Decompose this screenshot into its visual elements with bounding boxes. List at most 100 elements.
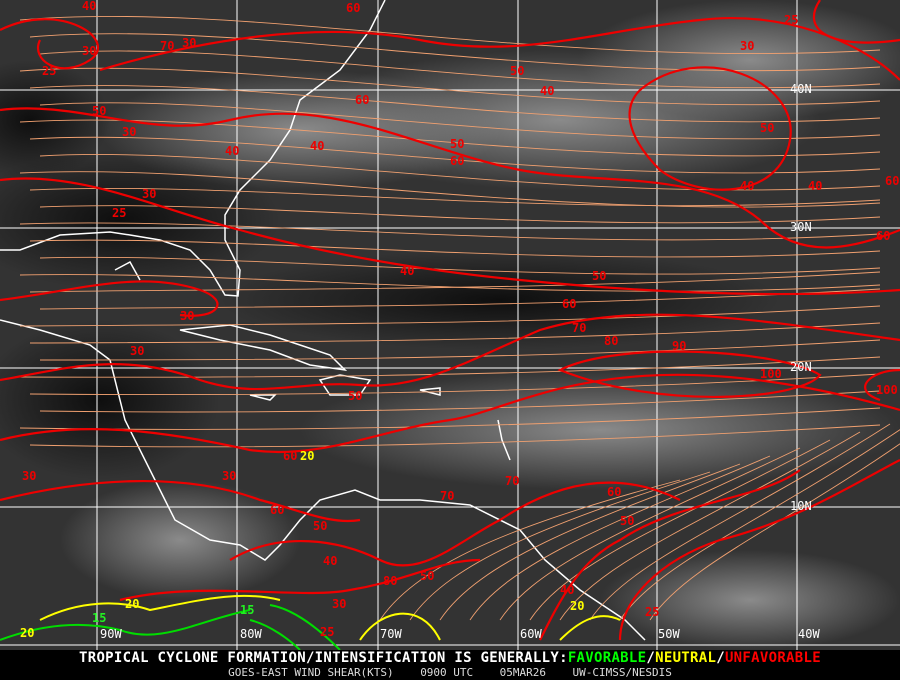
contour-value-label: 90: [672, 339, 686, 353]
contour-value-label: 60: [270, 503, 284, 517]
contour-value-label: 30: [222, 469, 236, 483]
contour-value-label: 40: [560, 583, 574, 597]
longitude-label: 60W: [520, 627, 542, 641]
contour-labels: 40 30 25 60 50 70 30 40 50 60 40 30 50 60 25 30 40 50 60 70…: [20, 0, 899, 640]
streamline: [19, 305, 881, 327]
satellite-imagery: [0, 0, 900, 650]
longitude-label: 90W: [100, 627, 122, 641]
contour-value-label: 40: [808, 179, 822, 193]
contour-value-label: 30: [142, 187, 156, 201]
streamline: [469, 455, 771, 621]
streamline: [29, 136, 881, 174]
contour-value-label: 60: [885, 174, 899, 188]
contour-value-label: 80: [383, 574, 397, 588]
shear-contours-favorable: [0, 604, 341, 650]
streamline: [39, 256, 881, 275]
streamline: [39, 50, 881, 89]
favorable-label: FAVORABLE: [567, 650, 647, 666]
contour-value-label: 30: [82, 44, 96, 58]
contour-value-label: 50: [510, 64, 524, 78]
contour-value-label: 40: [540, 84, 554, 98]
contour-value-label: 30: [332, 597, 346, 611]
streamline: [649, 443, 900, 621]
contour-value-label: 40: [740, 179, 754, 193]
separator: /: [716, 650, 725, 666]
contour-value-label: 20: [300, 449, 314, 463]
streamline: [29, 85, 881, 123]
valid-time: 0900 UTC: [420, 666, 474, 679]
headline-prefix: TROPICAL CYCLONE FORMATION/INTENSIFICATI…: [79, 650, 568, 666]
streamline: [39, 288, 881, 310]
streamline: [29, 239, 881, 258]
streamline: [439, 463, 741, 621]
shear-contours-neutral: [39, 594, 621, 641]
unfavorable-label: UNFAVORABLE: [724, 650, 821, 666]
streamline: [379, 479, 681, 621]
formation-headline: TROPICAL CYCLONE FORMATION/INTENSIFICATI…: [0, 650, 900, 666]
contour-value-label: 60: [346, 1, 360, 15]
longitude-label: 80W: [240, 627, 262, 641]
longitude-label: 50W: [658, 627, 680, 641]
contour-value-label: 40: [400, 264, 414, 278]
longitude-label: 40W: [798, 627, 820, 641]
contour-value-label: 70: [572, 321, 586, 335]
contour-value-label: 50: [420, 569, 434, 583]
streamline: [39, 154, 881, 191]
contour-value-label: 25: [784, 13, 798, 27]
neutral-label: NEUTRAL: [655, 650, 717, 666]
streamline: [29, 322, 881, 344]
contour-value-label: 100: [760, 367, 782, 381]
streamline: [409, 471, 711, 621]
contour-value-label: 50: [592, 269, 606, 283]
contour-value-label: 60: [562, 297, 576, 311]
contour-value-label: 30: [122, 125, 136, 139]
streamline: [29, 424, 881, 448]
streamline: [39, 390, 881, 413]
contour-value-label: 20: [125, 597, 139, 611]
streamline: [19, 67, 881, 106]
contour-value-label: 70: [440, 489, 454, 503]
separator: /: [646, 650, 656, 666]
contour-value-label: 30: [740, 39, 754, 53]
contour-value-label: 40: [225, 144, 239, 158]
streamline: [39, 102, 881, 140]
contour-value-label: 100: [876, 383, 898, 397]
contour-value-label: 50: [313, 519, 327, 533]
latitude-label: 40N: [790, 82, 812, 96]
contour-value-label: 50: [450, 137, 464, 151]
contour-value-label: 50: [760, 121, 774, 135]
contour-value-label: 25: [42, 64, 56, 78]
contour-value-label: 70: [160, 39, 174, 53]
contour-value-label: 20: [570, 599, 584, 613]
contour-value-label: 50: [92, 104, 106, 118]
product-name: GOES-EAST WIND SHEAR(KTS): [228, 666, 394, 679]
data-source: UW-CIMSS/NESDIS: [572, 666, 672, 679]
contour-value-label: 20: [20, 626, 34, 640]
contour-value-label: 30: [182, 36, 196, 50]
contour-value-label: 25: [112, 206, 126, 220]
latitude-label: 30N: [790, 220, 812, 234]
contour-value-label: 60: [283, 449, 297, 463]
streamline: [19, 356, 881, 378]
contour-value-label: 70: [505, 474, 519, 488]
coastlines: [0, 0, 646, 641]
contour-value-label: 50: [620, 514, 634, 528]
legend-footer: TROPICAL CYCLONE FORMATION/INTENSIFICATI…: [0, 650, 900, 680]
contour-value-label: 15: [92, 611, 106, 625]
contour-value-label: 25: [645, 605, 659, 619]
streamline: [19, 15, 881, 55]
contour-value-label: 60: [450, 154, 464, 168]
contour-value-label: 50: [348, 389, 362, 403]
wind-shear-map: 40 30 25 60 50 70 30 40 50 60 40 30 50 60 25 30 40 50 60 70…: [0, 0, 900, 650]
longitude-label: 70W: [380, 627, 402, 641]
streamline: [19, 274, 881, 292]
streamline: [589, 423, 891, 621]
contour-value-label: 25: [320, 625, 334, 639]
streamline: [529, 439, 831, 621]
streamline: [559, 431, 861, 621]
shear-contours-unfavorable: [0, 0, 900, 641]
streamline: [39, 205, 881, 224]
latitude-label: 10N: [790, 499, 812, 513]
latitude-label: 20N: [790, 360, 812, 374]
